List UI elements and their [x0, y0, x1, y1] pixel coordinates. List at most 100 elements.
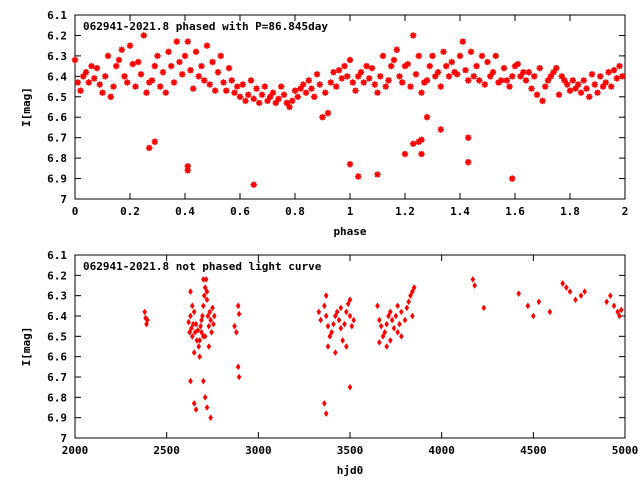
data-point: [143, 89, 150, 96]
data-point: [467, 48, 475, 55]
data-point: [196, 343, 202, 350]
data-point: [202, 394, 208, 401]
data-point: [121, 73, 128, 80]
data-point: [492, 52, 499, 60]
data-point: [410, 288, 415, 295]
data-point: [208, 414, 213, 421]
data-point: [432, 73, 439, 80]
data-point: [338, 324, 344, 332]
data-point: [399, 79, 406, 86]
data-point: [236, 93, 244, 100]
data-point: [346, 161, 354, 168]
data-point: [333, 312, 338, 320]
data-point: [437, 126, 444, 133]
data-point: [406, 298, 411, 306]
data-point: [199, 328, 204, 336]
data-point: [368, 64, 376, 72]
data-point: [454, 71, 461, 78]
data-point: [325, 322, 331, 330]
data-point: [140, 32, 147, 39]
data-point: [410, 140, 417, 147]
data-point: [278, 83, 285, 90]
y-tick-label: 6.8: [47, 391, 67, 404]
data-point: [352, 87, 359, 94]
data-point: [110, 83, 117, 90]
data-point: [445, 73, 453, 80]
data-point: [124, 79, 131, 86]
data-point: [375, 302, 380, 310]
data-point: [544, 77, 552, 84]
data-point: [509, 73, 516, 80]
x-axis-title: phase: [333, 225, 366, 238]
data-point: [184, 38, 191, 45]
data-point: [269, 89, 277, 96]
data-point: [558, 73, 565, 80]
data-point: [374, 171, 381, 178]
data-point: [393, 46, 400, 53]
data-point: [289, 97, 296, 105]
data-point: [146, 144, 153, 152]
data-point: [399, 333, 404, 340]
data-point: [602, 79, 609, 86]
data-point: [481, 81, 488, 88]
data-point: [291, 87, 299, 94]
data-point: [239, 81, 246, 88]
y-axis-title: I[mag]: [20, 87, 33, 127]
data-point: [201, 333, 206, 340]
data-point: [267, 93, 274, 100]
data-point: [415, 138, 422, 145]
data-point: [308, 85, 315, 92]
data-point: [253, 85, 260, 92]
data-point: [188, 377, 193, 385]
data-point: [377, 73, 384, 80]
data-point: [399, 308, 404, 316]
data-point: [539, 97, 546, 105]
x-tick-label: 4000: [428, 444, 455, 457]
data-point: [327, 79, 334, 86]
data-point: [382, 328, 388, 336]
data-point: [88, 62, 95, 70]
data-point: [478, 52, 486, 60]
x-axis-title: hjd0: [337, 464, 364, 477]
data-point: [517, 73, 524, 80]
data-point: [615, 308, 620, 316]
data-point: [608, 83, 615, 90]
data-point: [415, 52, 422, 60]
data-point: [203, 42, 211, 49]
data-point: [371, 81, 378, 88]
data-point: [397, 320, 402, 328]
data-point: [234, 328, 239, 336]
data-point: [228, 77, 235, 84]
data-point: [380, 333, 386, 340]
data-point: [151, 62, 158, 70]
data-point: [206, 81, 213, 88]
data-point: [336, 316, 342, 324]
data-point: [188, 288, 193, 295]
data-point: [388, 308, 393, 316]
data-point: [404, 60, 411, 68]
y-tick-label: 6.1: [47, 9, 67, 22]
data-point: [71, 56, 79, 64]
data-point: [391, 324, 397, 332]
data-point: [235, 363, 241, 371]
data-point: [347, 296, 353, 304]
data-point: [506, 83, 513, 90]
data-point: [201, 292, 207, 299]
data-point: [346, 56, 354, 64]
data-point: [311, 93, 318, 100]
data-point: [200, 312, 205, 320]
data-point: [389, 316, 395, 324]
y-tick-label: 6.3: [47, 50, 67, 63]
data-point: [619, 306, 624, 314]
x-tick-label: 0: [72, 205, 79, 218]
data-point: [179, 71, 186, 78]
data-point: [261, 83, 268, 90]
y-tick-label: 6.7: [47, 132, 67, 145]
y-tick-label: 6.5: [47, 91, 67, 104]
data-point: [280, 91, 288, 98]
data-point: [349, 322, 355, 330]
data-point: [470, 276, 476, 283]
data-point: [209, 328, 214, 336]
data-point: [340, 337, 345, 344]
data-point: [242, 97, 249, 105]
